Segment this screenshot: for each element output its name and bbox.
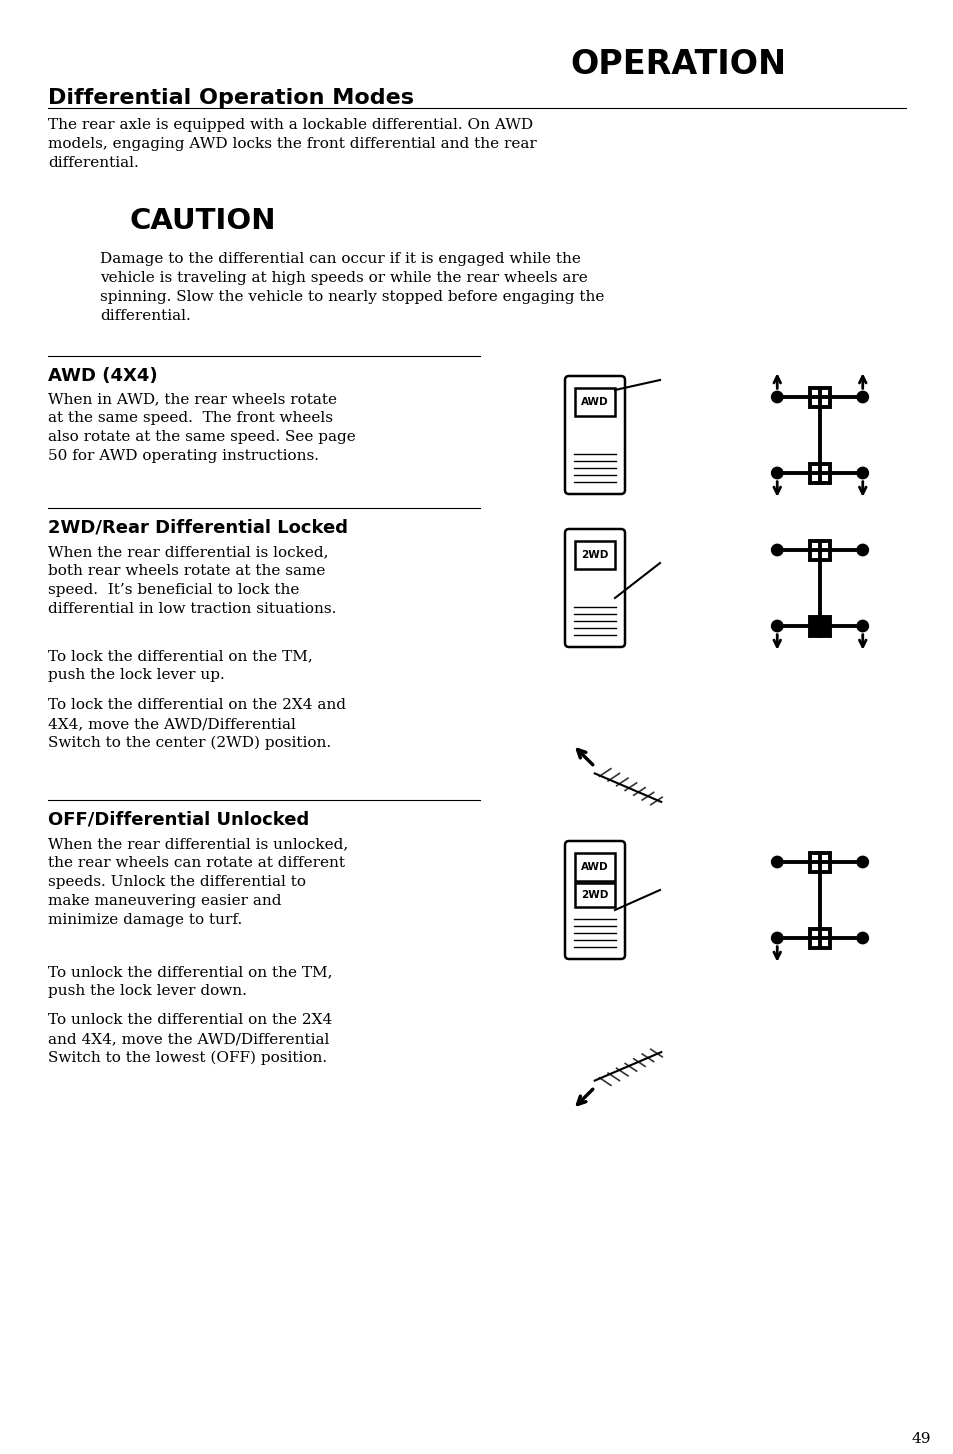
- Bar: [809, 616, 829, 635]
- Circle shape: [856, 856, 867, 868]
- Circle shape: [771, 932, 782, 944]
- Circle shape: [856, 467, 867, 478]
- Text: To lock the differential on the TM,
push the lock lever up.: To lock the differential on the TM, push…: [48, 648, 313, 682]
- Text: When the rear differential is locked,
both rear wheels rotate at the same
speed.: When the rear differential is locked, bo…: [48, 545, 336, 616]
- Circle shape: [856, 391, 867, 403]
- Circle shape: [771, 467, 782, 478]
- Text: 2WD: 2WD: [580, 890, 608, 900]
- Text: To unlock the differential on the TM,
push the lock lever down.: To unlock the differential on the TM, pu…: [48, 965, 333, 997]
- Bar: [809, 464, 829, 483]
- FancyBboxPatch shape: [564, 377, 624, 494]
- Bar: [575, 883, 615, 907]
- Circle shape: [771, 391, 782, 403]
- Text: AWD (4X4): AWD (4X4): [48, 366, 157, 385]
- FancyBboxPatch shape: [564, 529, 624, 647]
- Text: 49: 49: [911, 1432, 930, 1445]
- Circle shape: [771, 544, 782, 555]
- Bar: [575, 388, 615, 416]
- Text: When in AWD, the rear wheels rotate
at the same speed.  The front wheels
also ro: When in AWD, the rear wheels rotate at t…: [48, 393, 355, 462]
- Bar: [809, 929, 829, 948]
- Text: Differential Operation Modes: Differential Operation Modes: [48, 89, 414, 108]
- Circle shape: [856, 544, 867, 555]
- FancyBboxPatch shape: [564, 840, 624, 960]
- Text: OFF/Differential Unlocked: OFF/Differential Unlocked: [48, 811, 309, 829]
- Text: OPERATION: OPERATION: [569, 48, 785, 81]
- Text: To lock the differential on the 2X4 and
4X4, move the AWD/Differential
Switch to: To lock the differential on the 2X4 and …: [48, 698, 346, 750]
- Circle shape: [771, 856, 782, 868]
- Bar: [575, 541, 615, 569]
- Text: Damage to the differential can occur if it is engaged while the
vehicle is trave: Damage to the differential can occur if …: [100, 252, 604, 323]
- Circle shape: [856, 621, 867, 631]
- Text: To unlock the differential on the 2X4
and 4X4, move the AWD/Differential
Switch : To unlock the differential on the 2X4 an…: [48, 1013, 332, 1066]
- Text: When the rear differential is unlocked,
the rear wheels can rotate at different
: When the rear differential is unlocked, …: [48, 838, 348, 926]
- Text: CAUTION: CAUTION: [130, 206, 276, 236]
- Circle shape: [856, 932, 867, 944]
- Bar: [575, 853, 615, 881]
- Bar: [809, 388, 829, 407]
- Text: AWD: AWD: [580, 862, 608, 872]
- Circle shape: [771, 621, 782, 631]
- Text: The rear axle is equipped with a lockable differential. On AWD
models, engaging : The rear axle is equipped with a lockabl…: [48, 118, 537, 170]
- Bar: [809, 541, 829, 560]
- Text: 2WD: 2WD: [580, 550, 608, 560]
- Text: AWD: AWD: [580, 397, 608, 407]
- Text: 2WD/Rear Differential Locked: 2WD/Rear Differential Locked: [48, 519, 348, 537]
- Bar: [809, 852, 829, 871]
